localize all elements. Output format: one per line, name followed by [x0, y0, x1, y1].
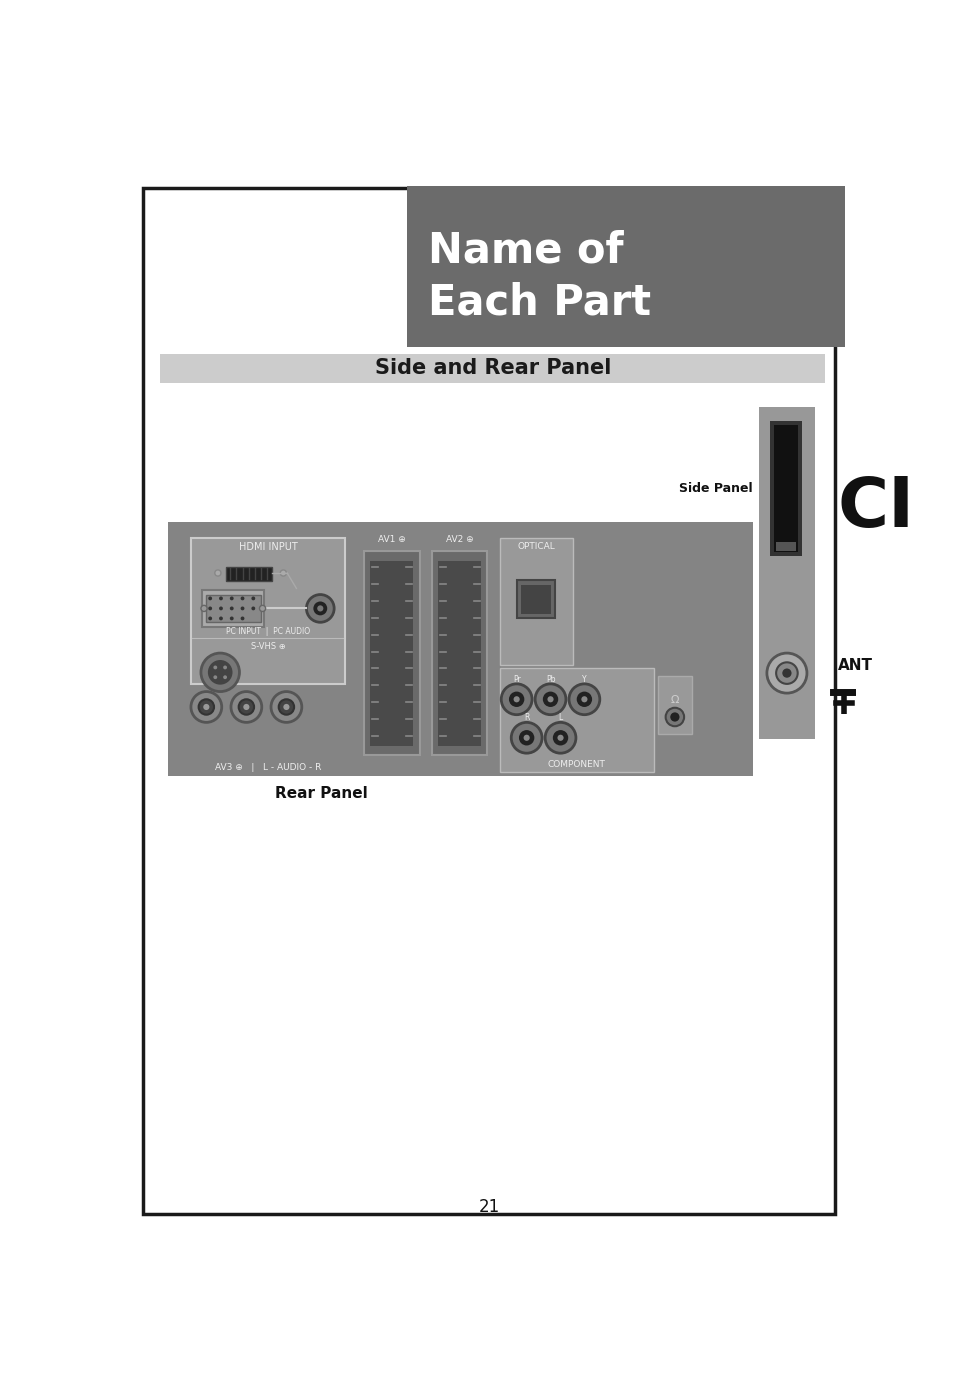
Circle shape — [219, 616, 223, 620]
Text: Y: Y — [581, 674, 586, 684]
Circle shape — [508, 692, 524, 707]
Circle shape — [213, 675, 217, 680]
Circle shape — [557, 735, 563, 741]
Text: PC INPUT  |  PC AUDIO: PC INPUT | PC AUDIO — [226, 627, 310, 637]
Circle shape — [240, 596, 244, 601]
Bar — [517, 580, 555, 619]
Circle shape — [535, 684, 565, 714]
Circle shape — [518, 730, 534, 745]
Text: Side Panel: Side Panel — [679, 481, 752, 495]
Text: AV1 ⊕: AV1 ⊕ — [377, 535, 405, 544]
Text: L: L — [558, 713, 562, 723]
Text: Pb: Pb — [545, 674, 555, 684]
Text: CI: CI — [837, 474, 914, 541]
Text: OPTICAL: OPTICAL — [517, 542, 555, 551]
Text: COMPONENT: COMPONENT — [547, 760, 605, 770]
Circle shape — [306, 595, 334, 623]
Bar — [499, 538, 572, 664]
Bar — [776, 542, 796, 552]
Circle shape — [223, 675, 227, 680]
Circle shape — [201, 605, 207, 612]
Text: AV2 ⊕: AV2 ⊕ — [445, 535, 473, 544]
Circle shape — [523, 735, 529, 741]
Bar — [437, 560, 480, 746]
Circle shape — [230, 616, 233, 620]
Circle shape — [198, 699, 213, 714]
Text: 21: 21 — [477, 1198, 499, 1216]
Bar — [773, 426, 798, 552]
Circle shape — [500, 684, 532, 714]
Circle shape — [271, 692, 301, 723]
Bar — [769, 422, 801, 556]
Circle shape — [552, 730, 568, 745]
Bar — [657, 677, 692, 734]
Circle shape — [219, 606, 223, 610]
Circle shape — [776, 663, 797, 684]
Circle shape — [208, 616, 212, 620]
Circle shape — [240, 606, 244, 610]
Circle shape — [568, 684, 599, 714]
Circle shape — [280, 570, 286, 576]
Circle shape — [213, 666, 217, 670]
Bar — [499, 669, 653, 773]
Circle shape — [240, 616, 244, 620]
Circle shape — [201, 653, 239, 692]
Circle shape — [223, 666, 227, 670]
Circle shape — [511, 723, 541, 753]
Bar — [759, 408, 814, 738]
Text: HDMI INPUT: HDMI INPUT — [238, 542, 297, 552]
Bar — [202, 589, 264, 627]
Circle shape — [313, 602, 327, 616]
Text: ANT: ANT — [837, 657, 872, 673]
Circle shape — [208, 596, 212, 601]
Text: Rear Panel: Rear Panel — [275, 785, 368, 800]
Circle shape — [766, 653, 806, 694]
Bar — [160, 354, 824, 383]
Text: Each Part: Each Part — [428, 282, 651, 323]
Text: Side and Rear Panel: Side and Rear Panel — [375, 358, 610, 379]
Text: R: R — [523, 713, 529, 723]
Circle shape — [191, 692, 221, 723]
Bar — [225, 567, 272, 581]
Circle shape — [208, 606, 212, 610]
Text: Name of: Name of — [428, 229, 623, 272]
Circle shape — [252, 596, 255, 601]
Text: AV3 ⊕   |   L - AUDIO - R: AV3 ⊕ | L - AUDIO - R — [214, 763, 321, 771]
Bar — [191, 538, 345, 684]
Bar — [406, 186, 844, 347]
Circle shape — [243, 703, 249, 710]
Circle shape — [208, 660, 233, 685]
Circle shape — [670, 713, 679, 721]
Bar — [520, 584, 550, 614]
Circle shape — [665, 707, 683, 727]
Circle shape — [513, 696, 519, 702]
Circle shape — [278, 699, 294, 714]
Circle shape — [547, 696, 553, 702]
Circle shape — [203, 703, 210, 710]
Bar — [168, 522, 752, 777]
Circle shape — [259, 605, 265, 612]
Circle shape — [542, 692, 558, 707]
Bar — [370, 560, 413, 746]
Circle shape — [781, 669, 791, 678]
Circle shape — [544, 723, 576, 753]
Text: Pr: Pr — [512, 674, 520, 684]
Bar — [364, 552, 419, 756]
Circle shape — [230, 606, 233, 610]
Bar — [205, 595, 261, 623]
Circle shape — [231, 692, 261, 723]
Circle shape — [238, 699, 253, 714]
Circle shape — [214, 570, 221, 576]
Circle shape — [252, 606, 255, 610]
Circle shape — [317, 605, 323, 612]
Circle shape — [580, 696, 587, 702]
Bar — [432, 552, 487, 756]
Text: S-VHS ⊕: S-VHS ⊕ — [251, 642, 285, 652]
Circle shape — [283, 703, 289, 710]
Circle shape — [230, 596, 233, 601]
Circle shape — [219, 596, 223, 601]
Text: Ω: Ω — [670, 695, 679, 705]
Circle shape — [577, 692, 592, 707]
